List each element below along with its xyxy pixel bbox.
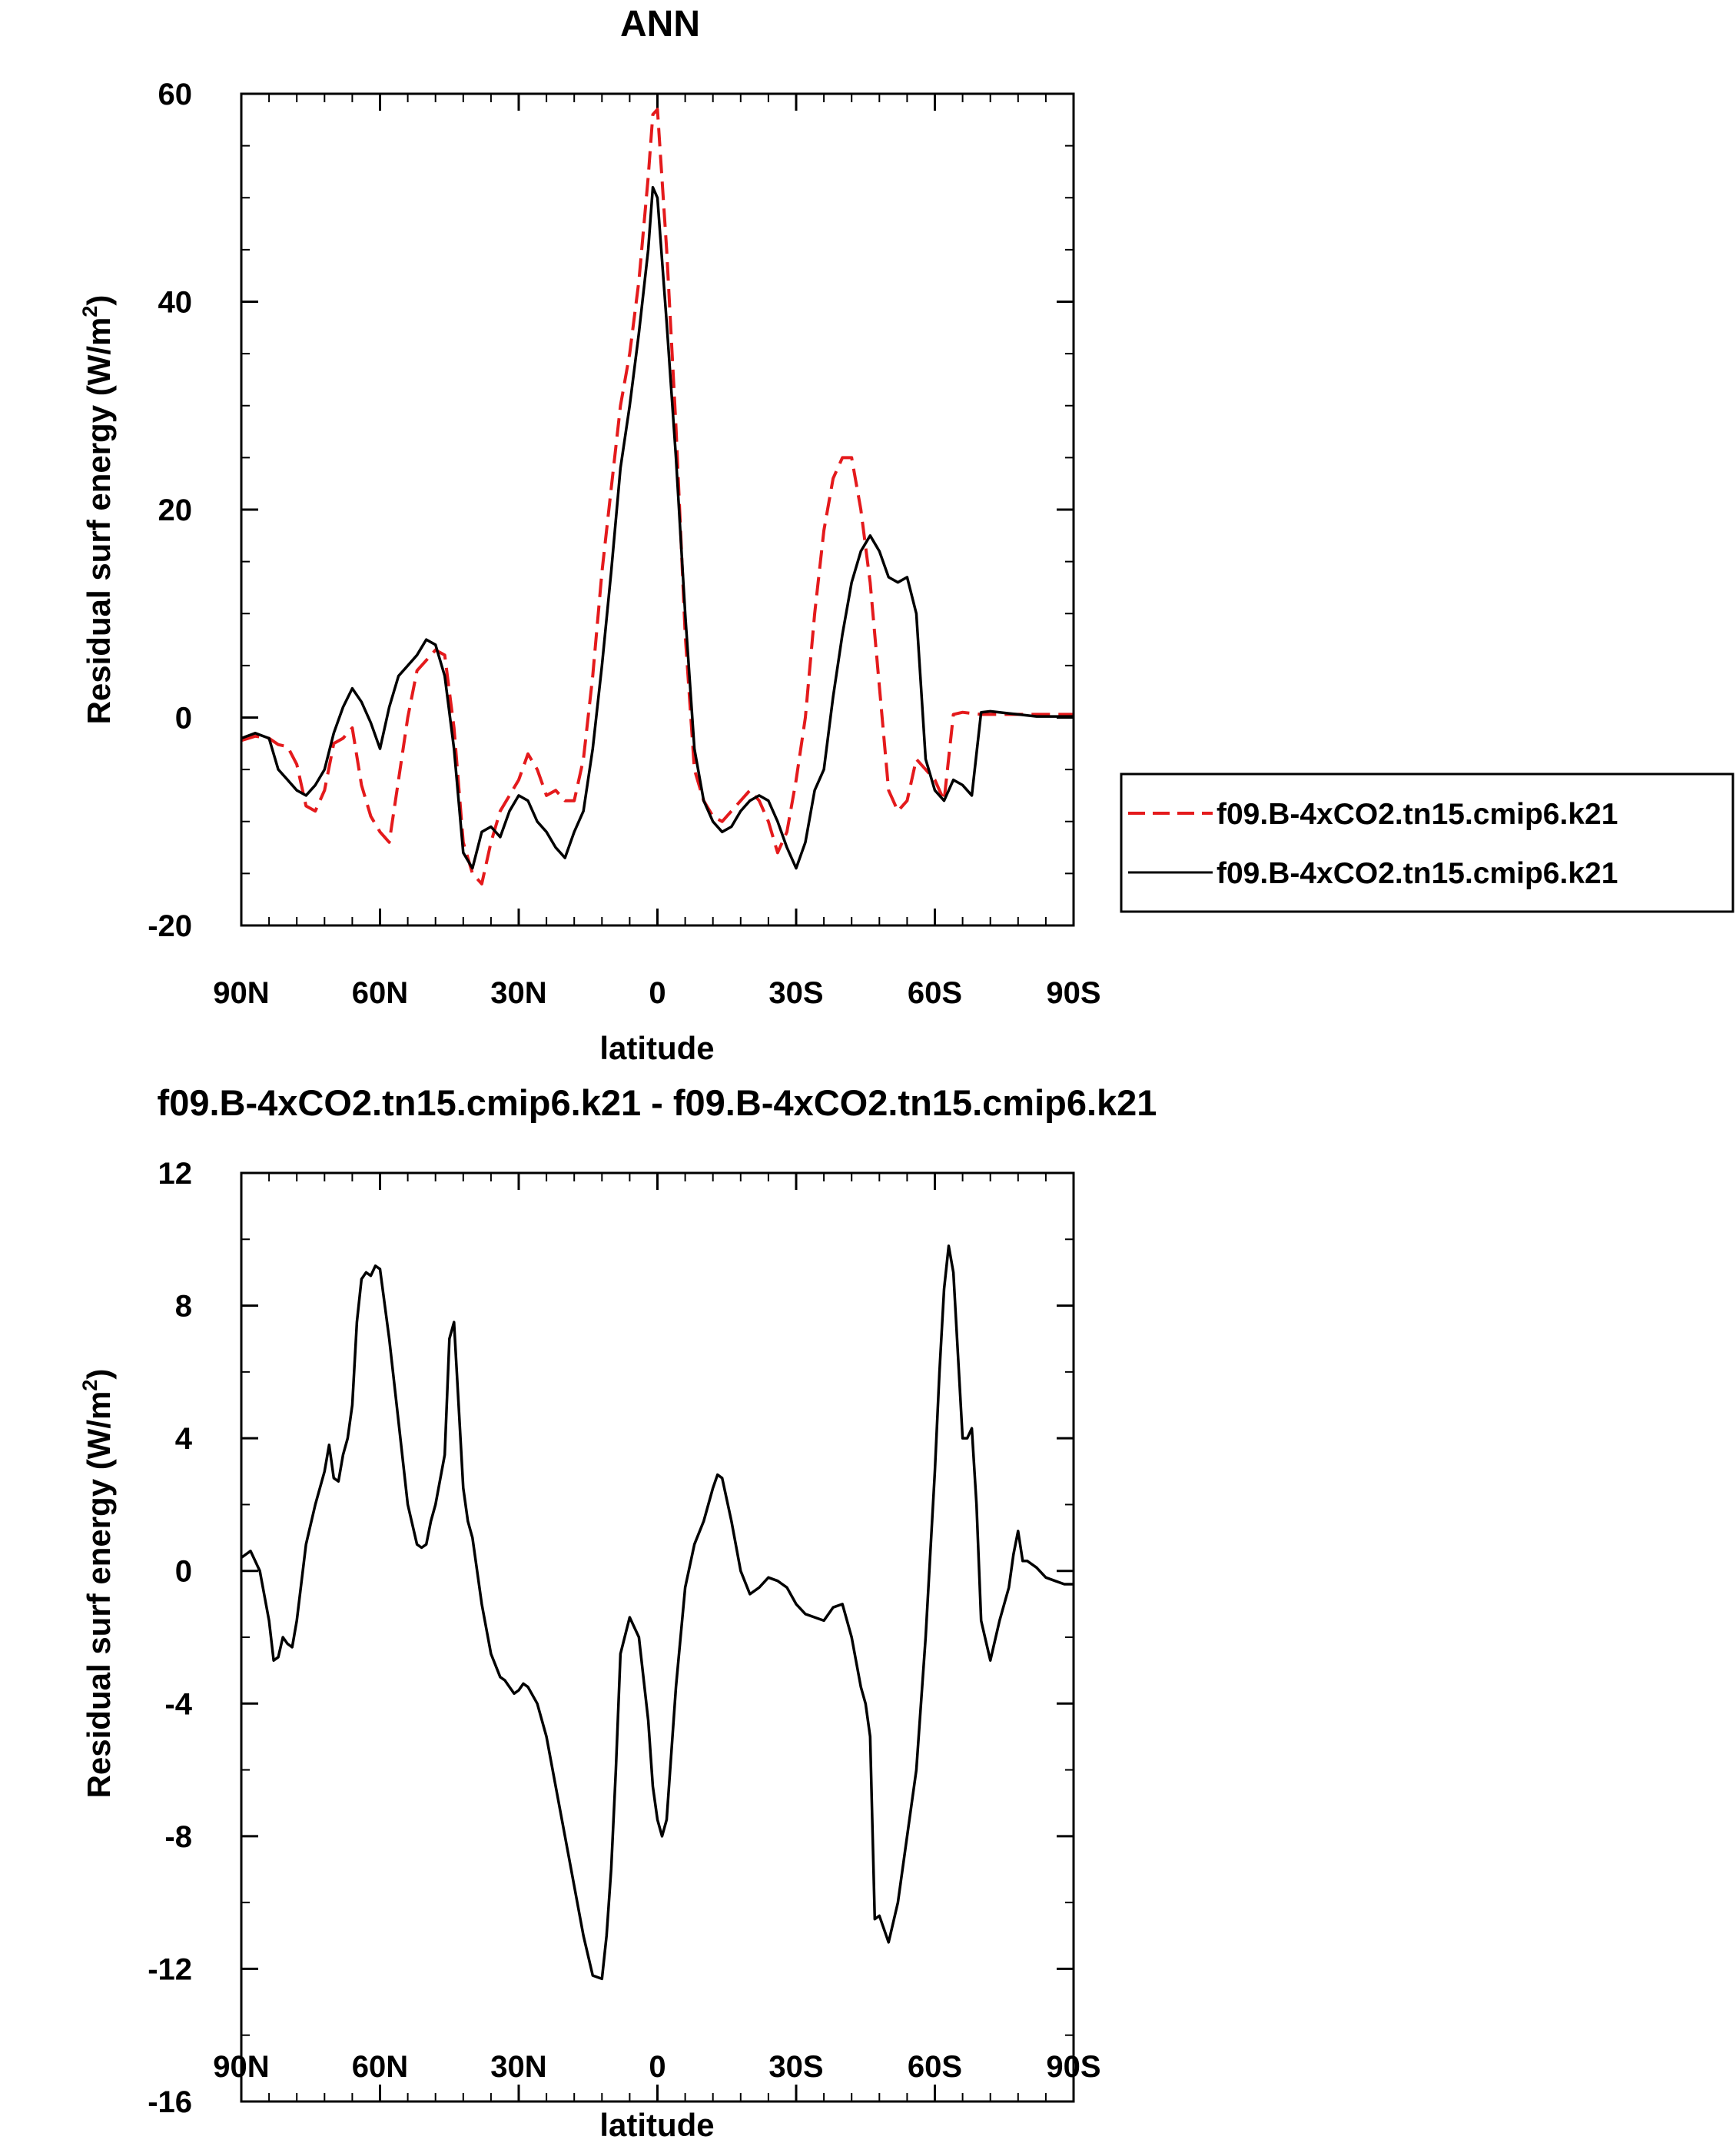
y-tick-label: 4 (175, 1422, 193, 1456)
bottom-chart-xlabel: latitude (599, 2107, 714, 2143)
bottom-chart-plot-area (240, 1171, 1075, 2103)
y-tick-label: 20 (158, 493, 193, 527)
bottom-chart-frame (240, 1171, 1075, 2103)
y-tick-label: -12 (148, 1952, 192, 1986)
x-tick-label: 30S (768, 2050, 823, 2084)
y-tick-label: -8 (164, 1820, 192, 1854)
bottom-chart-y-tick-labels: -16 -12 -8 -4 0 4 8 12 (148, 1157, 193, 2119)
bottom-chart-ylabel: Residual surf energy (W/m2) (78, 1369, 117, 1799)
bottom-chart-ylabel-main: Residual surf energy (W/m (81, 1391, 117, 1799)
top-chart-ylabel: Residual surf energy (W/m2) (78, 295, 117, 725)
y-tick-label: 0 (175, 1555, 192, 1589)
legend-label-series-2: f09.B-4xCO2.tn15.cmip6.k21 (1217, 857, 1618, 890)
x-tick-label: 60N (352, 976, 408, 1010)
x-tick-label: 90N (213, 2050, 269, 2084)
x-tick-label: 90S (1046, 976, 1100, 1010)
top-chart-title: ANN (620, 4, 700, 45)
bottom-chart-x-tick-labels: 90N 60N 30N 0 30S 60S 90S (213, 2050, 1100, 2084)
top-chart-ylabel-close: ) (81, 295, 117, 306)
y-tick-label: -16 (148, 2085, 192, 2119)
bottom-series-line-1 (240, 1244, 1074, 1981)
top-chart-series (241, 108, 1074, 885)
bottom-chart-panel: f09.B-4xCO2.tn15.cmip6.k21 - f09.B-4xCO2… (78, 1082, 1157, 2143)
y-tick-label: 0 (175, 702, 192, 736)
x-tick-label: 30S (768, 976, 823, 1010)
top-chart-x-tick-labels: 90N 60N 30N 0 30S 60S 90S (213, 976, 1100, 1010)
y-tick-label: -4 (164, 1687, 192, 1721)
y-tick-label: 40 (158, 286, 193, 320)
x-tick-label: 30N (490, 2050, 546, 2084)
legend-box (1120, 772, 1734, 913)
y-tick-label: 12 (158, 1157, 193, 1191)
top-chart-legend: f09.B-4xCO2.tn15.cmip6.k21 f09.B-4xCO2.t… (1120, 772, 1734, 913)
top-series-line-2 (241, 185, 1074, 870)
x-tick-label: 60N (352, 2050, 408, 2084)
x-tick-label: 90S (1046, 2050, 1100, 2084)
x-tick-label: 0 (649, 976, 666, 1010)
bottom-chart-ylabel-superscript: 2 (78, 1380, 101, 1391)
legend-label-series-1: f09.B-4xCO2.tn15.cmip6.k21 (1217, 798, 1618, 831)
bottom-chart-title: f09.B-4xCO2.tn15.cmip6.k21 - f09.B-4xCO2… (158, 1082, 1157, 1123)
top-chart-ticks (240, 92, 1075, 927)
x-tick-label: 60S (908, 976, 962, 1010)
x-tick-label: 90N (213, 976, 269, 1010)
y-tick-label: 8 (175, 1290, 192, 1324)
top-series-line-1 (241, 108, 1074, 885)
x-tick-label: 60S (908, 2050, 962, 2084)
x-tick-label: 30N (490, 976, 546, 1010)
bottom-chart-series (240, 1244, 1074, 1981)
top-chart-y-tick-labels: -20 0 20 40 60 (148, 78, 192, 943)
bottom-chart-ticks (240, 1171, 1075, 2103)
top-chart-ylabel-superscript: 2 (78, 306, 101, 317)
top-chart-plot-area (240, 92, 1075, 927)
top-chart-ylabel-main: Residual surf energy (W/m (81, 317, 117, 725)
x-tick-label: 0 (649, 2050, 666, 2084)
top-chart-frame (240, 92, 1075, 927)
y-tick-label: 60 (158, 78, 193, 111)
top-chart-panel: ANN -20 0 20 40 60 90N 60N 30N 0 30S 60S 90S latit… (78, 4, 1734, 1066)
bottom-chart-ylabel-close: ) (81, 1369, 117, 1380)
top-chart-xlabel: latitude (599, 1030, 714, 1066)
y-tick-label: -20 (148, 909, 192, 943)
